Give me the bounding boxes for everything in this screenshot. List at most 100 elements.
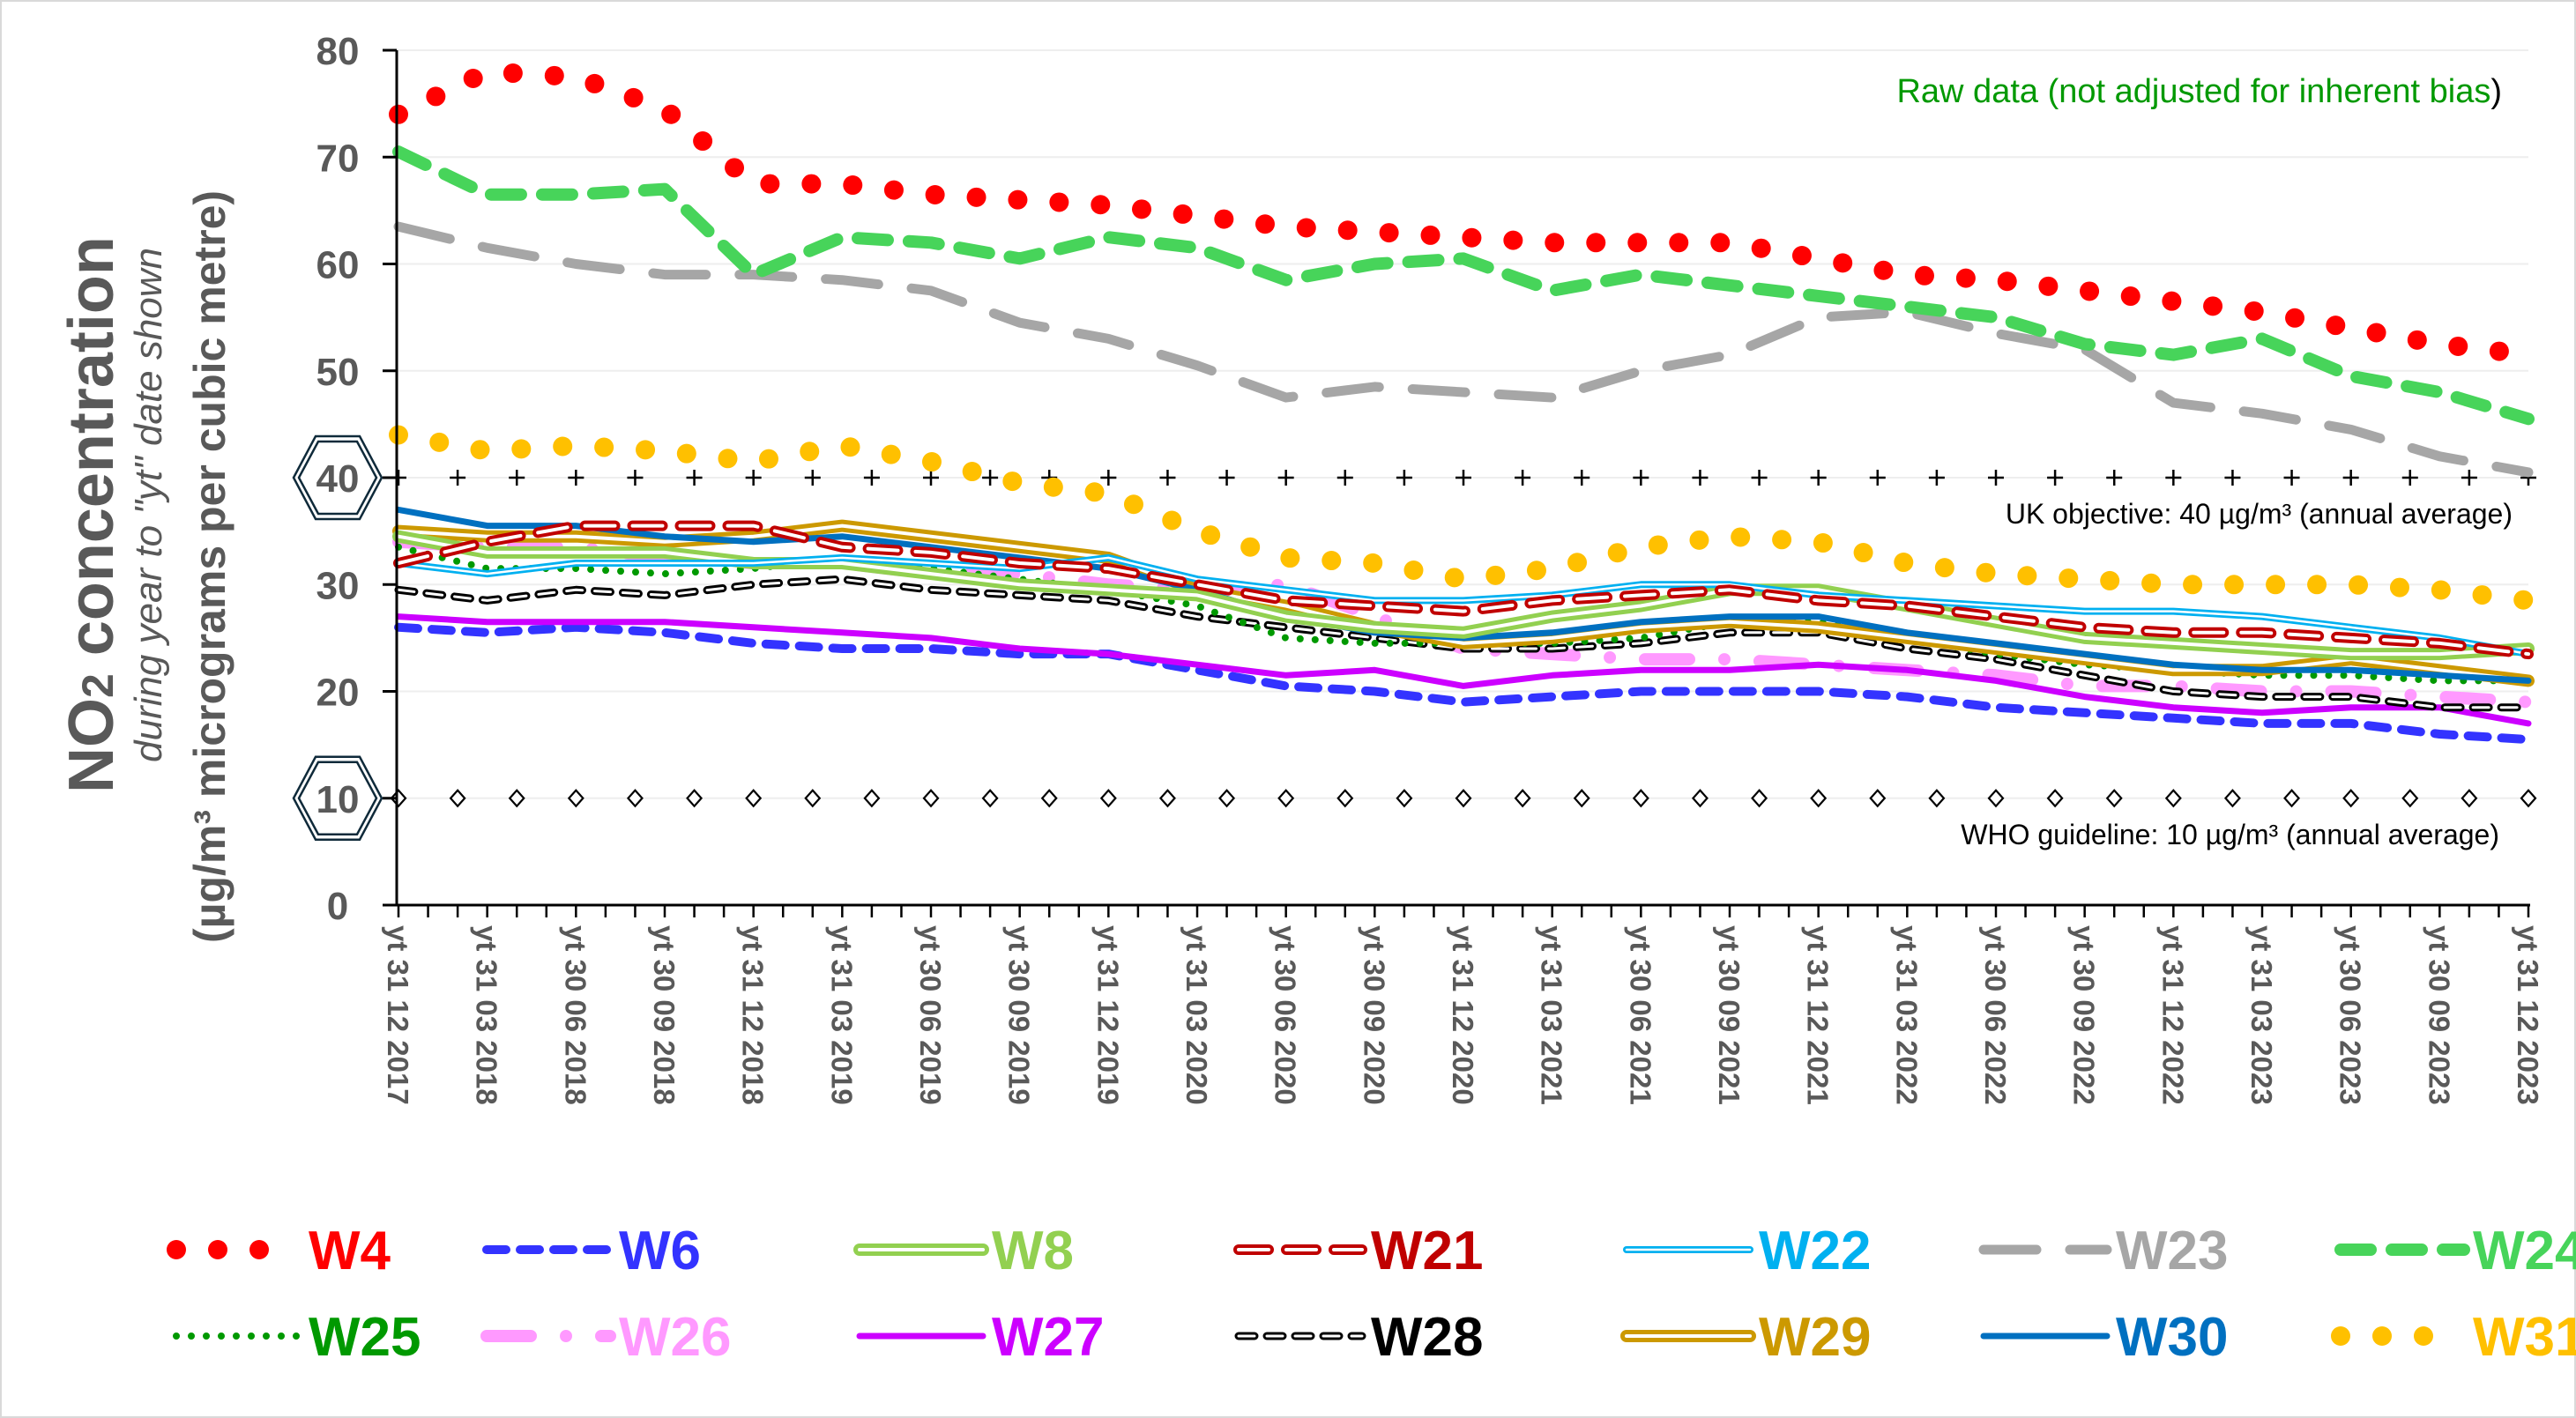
x-tick-label: yt 31 12 2017 xyxy=(382,925,414,1105)
data-point-w23 xyxy=(1729,354,1731,356)
data-point-w31 xyxy=(2084,578,2086,580)
data-point-w4 xyxy=(1374,231,1375,233)
series-line-inner xyxy=(397,556,2530,656)
legend-label: W22 xyxy=(1759,1221,1871,1281)
plus-marker xyxy=(1396,470,1412,486)
x-tick-label: yt 30 09 2020 xyxy=(1358,925,1390,1105)
plus-marker xyxy=(1633,470,1649,486)
diamond-marker xyxy=(567,789,584,808)
legend-item-w25: W25 xyxy=(173,1307,421,1368)
data-point-w28 xyxy=(1906,648,1908,650)
data-point-w4 xyxy=(1818,257,1820,259)
plus-marker xyxy=(1336,470,1353,486)
legend-item-w31: W31 xyxy=(2331,1307,2576,1368)
y-axis-title: NO2 concentration during year to "yt" da… xyxy=(56,190,235,943)
plus-marker xyxy=(2461,470,2477,486)
data-point-w25 xyxy=(2438,679,2440,681)
diamond-marker xyxy=(1277,789,1295,808)
data-point-w6 xyxy=(2528,739,2529,740)
hexagon-inner xyxy=(297,440,378,516)
data-point-w23 xyxy=(1818,316,1820,318)
legend-item-w8: W8 xyxy=(853,1221,1074,1281)
legend-label: W23 xyxy=(2116,1221,2228,1281)
data-point-w4 xyxy=(2350,327,2352,329)
data-point-w28 xyxy=(841,578,843,580)
diamond-marker xyxy=(1336,789,1354,808)
data-point-w4 xyxy=(1906,274,1908,276)
series-layer xyxy=(389,62,2538,745)
x-tick-label: yt 31 03 2022 xyxy=(1890,925,1923,1105)
series-line-inner xyxy=(397,523,2530,657)
data-point-w4 xyxy=(841,183,843,185)
data-point-w4 xyxy=(1196,215,1198,217)
who-guideline-label: WHO guideline: 10 µg/m³ (annual average) xyxy=(1961,819,2499,850)
plus-marker xyxy=(509,470,525,486)
data-point-w4 xyxy=(1285,226,1287,227)
data-point-w4 xyxy=(2528,354,2529,356)
y-tick-label: 60 xyxy=(316,244,360,287)
diamond-marker xyxy=(1218,789,1236,808)
diamond-marker xyxy=(2461,789,2478,808)
legend-item-w29: W29 xyxy=(1620,1307,1871,1368)
x-tick-label: yt 30 06 2023 xyxy=(2334,925,2367,1105)
diamond-marker xyxy=(626,789,644,808)
diamond-marker xyxy=(2164,789,2182,808)
diamond-marker xyxy=(2520,789,2537,808)
series-w24 xyxy=(392,145,2535,426)
diamond-marker xyxy=(1158,789,1176,808)
y-tick-labels: 0 10 20 30 40 50 60 70 80 xyxy=(292,30,383,928)
x-tick-label: yt 31 12 2023 xyxy=(2512,925,2544,1105)
diamond-marker xyxy=(449,789,466,808)
legend-label: W25 xyxy=(309,1307,421,1368)
data-point-w4 xyxy=(1995,279,1997,281)
x-tick-label: yt 31 03 2023 xyxy=(2245,925,2278,1105)
data-point-w28 xyxy=(1374,637,1375,639)
diamond-marker xyxy=(686,789,704,808)
series-line-w24 xyxy=(392,145,2535,426)
plus-marker xyxy=(804,470,821,486)
plus-marker xyxy=(1277,470,1294,486)
plus-marker xyxy=(2106,470,2123,486)
x-tick-label: yt 31 03 2020 xyxy=(1180,925,1213,1105)
series-w22 xyxy=(395,553,2532,658)
plus-marker xyxy=(2283,470,2300,486)
data-point-w31 xyxy=(1640,546,1642,548)
y-tick-label: 70 xyxy=(316,137,360,180)
axes xyxy=(383,48,2530,917)
plus-marker xyxy=(1515,470,1531,486)
x-tick-label: yt 30 09 2021 xyxy=(1713,925,1746,1105)
legend-item-w22: W22 xyxy=(1623,1221,1871,1281)
diamond-marker xyxy=(1455,789,1472,808)
series-line-w4 xyxy=(389,62,2538,365)
diamond-marker xyxy=(1691,789,1709,808)
diamond-marker xyxy=(1810,789,1828,808)
series-w4 xyxy=(389,62,2538,365)
series-line-w23 xyxy=(393,221,2534,478)
diamond-marker xyxy=(1632,789,1649,808)
series-line-w27 xyxy=(395,613,2532,727)
y-tick-label: 30 xyxy=(316,564,360,607)
series-line-inner xyxy=(397,523,2530,683)
series-w23 xyxy=(393,221,2534,478)
y-axis-unit: (µg/m³ micrograms per cubic metre) xyxy=(185,190,235,943)
legend-label: W28 xyxy=(1371,1307,1483,1368)
data-point-w4 xyxy=(2438,343,2440,345)
data-point-w25 xyxy=(2350,674,2352,676)
plus-marker xyxy=(982,470,999,486)
data-point-w4 xyxy=(487,71,488,72)
plus-marker xyxy=(568,470,584,486)
plus-marker xyxy=(2401,470,2418,486)
y-axis-title-main: NO2 concentration xyxy=(56,236,127,793)
data-point-w31 xyxy=(1729,536,1731,538)
diamond-marker xyxy=(745,789,763,808)
y-tick-label: 50 xyxy=(316,351,360,394)
plus-marker xyxy=(2342,470,2359,486)
legend-label: W24 xyxy=(2473,1221,2576,1281)
legend-label: W29 xyxy=(1759,1307,1871,1368)
diamond-marker xyxy=(1573,789,1590,808)
x-tick-label: yt 30 09 2023 xyxy=(2423,925,2455,1105)
series-w27 xyxy=(395,613,2532,727)
legend-item-w28: W28 xyxy=(1234,1307,1483,1368)
legend-item-w27: W27 xyxy=(856,1307,1104,1368)
plus-marker xyxy=(450,470,466,486)
